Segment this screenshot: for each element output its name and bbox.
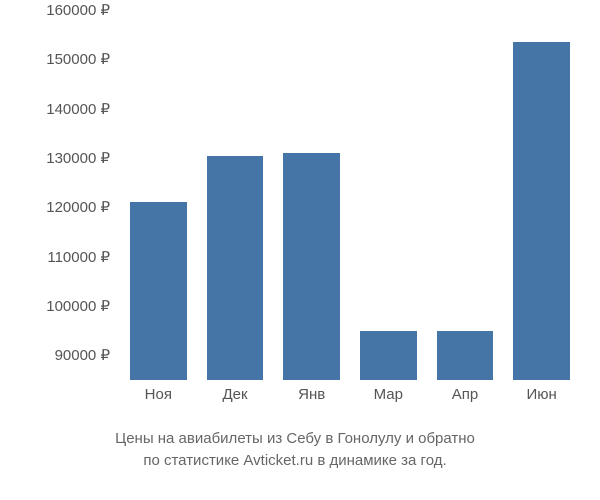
bar-slot — [437, 10, 494, 380]
bar-slot — [207, 10, 264, 380]
bar-slot — [360, 10, 417, 380]
bar — [437, 331, 494, 380]
x-axis-labels: Ноя Дек Янв Мар Апр Июн — [20, 380, 580, 410]
bar — [513, 42, 570, 380]
x-tick-label: Апр — [452, 386, 478, 403]
caption-line-1: Цены на авиабилеты из Себу в Гонолулу и … — [115, 430, 475, 447]
x-tick-label: Янв — [298, 386, 325, 403]
y-tick-label: 100000 ₽ — [20, 297, 110, 315]
y-tick-label: 150000 ₽ — [20, 50, 110, 68]
caption-line-2: по статистике Avticket.ru в динамике за … — [143, 452, 446, 469]
x-tick-label: Ноя — [145, 386, 172, 403]
chart-container: 90000 ₽ 100000 ₽ 110000 ₽ 120000 ₽ 130000 ₽ 1… — [0, 0, 600, 500]
x-tick-label: Июн — [526, 386, 556, 403]
bar-slot — [513, 10, 570, 380]
y-tick-label: 110000 ₽ — [20, 248, 110, 266]
bars-area — [120, 10, 580, 380]
y-tick-label: 90000 ₽ — [20, 346, 110, 364]
bar — [130, 202, 187, 380]
plot-area: 90000 ₽ 100000 ₽ 110000 ₽ 120000 ₽ 130000 ₽ 1… — [20, 10, 580, 380]
bar-slot — [283, 10, 340, 380]
y-tick-label: 130000 ₽ — [20, 149, 110, 167]
bar — [360, 331, 417, 380]
bar — [207, 156, 264, 380]
y-tick-label: 160000 ₽ — [20, 1, 110, 19]
x-tick-label: Мар — [374, 386, 403, 403]
bar — [283, 153, 340, 380]
chart-caption: Цены на авиабилеты из Себу в Гонолулу и … — [10, 428, 580, 472]
bar-slot — [130, 10, 187, 380]
y-tick-label: 140000 ₽ — [20, 100, 110, 118]
x-tick-label: Дек — [222, 386, 247, 403]
y-tick-label: 120000 ₽ — [20, 198, 110, 216]
